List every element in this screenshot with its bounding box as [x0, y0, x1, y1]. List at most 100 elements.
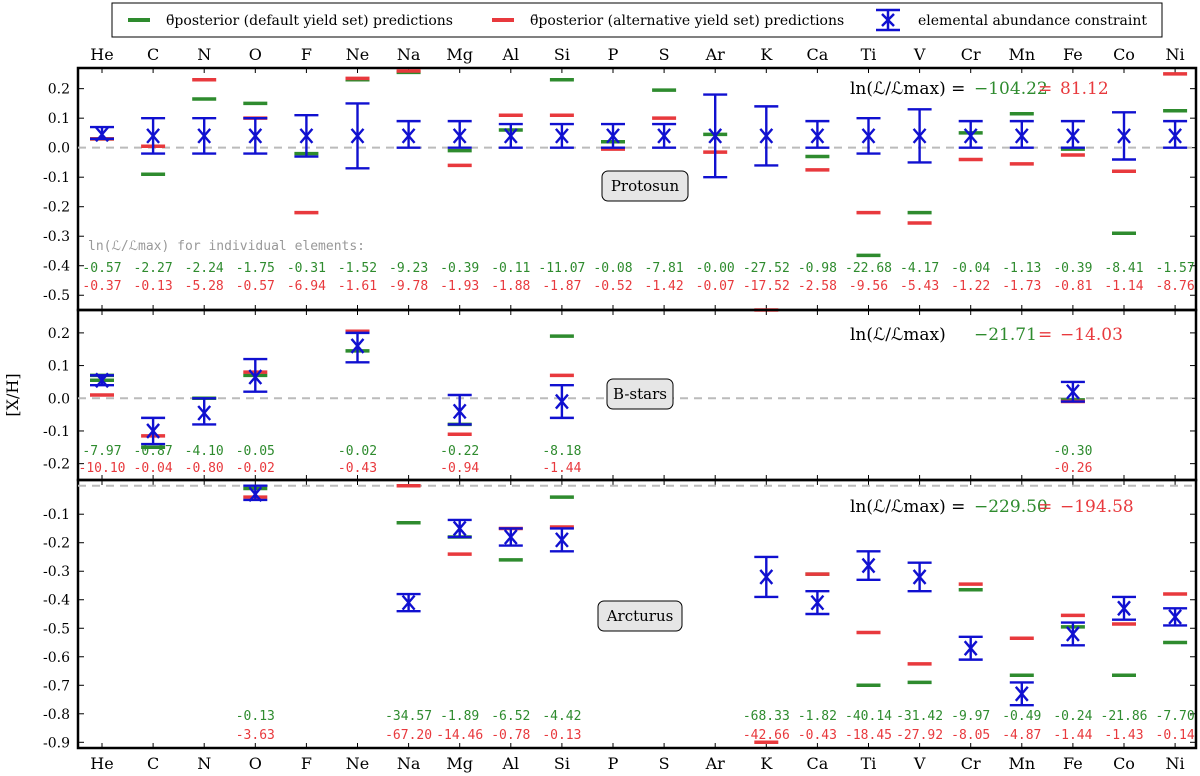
- element-label-top-Mn: Mn: [1008, 45, 1035, 64]
- lnL-default-S: -7.81: [645, 261, 684, 276]
- constraint-marker: [452, 520, 467, 537]
- legend-default-label: θ̄posterior (default yield set) predicti…: [166, 13, 453, 29]
- constraint-marker: [606, 128, 620, 144]
- lnL-alternative-Mg: -1.93: [440, 279, 479, 294]
- lnL-default-Si: -11.07: [538, 261, 585, 276]
- element-label-bottom-V: V: [913, 754, 926, 773]
- panel-arcturus: -0.9 -0.8 -0.7 -0.6 -0.5 -0.4 -0.3 -0.2 -0.1 -0.1…: [43, 478, 1198, 751]
- lnL-default-Na: -9.23: [389, 261, 428, 276]
- lnL-alternative-Si: -1.87: [542, 279, 581, 294]
- lnL-alternative-Fe: -0.81: [1053, 279, 1092, 294]
- constraint-Mg: [447, 393, 472, 426]
- element-label-top-Ti: Ti: [861, 45, 877, 64]
- constraint-Ni: [1163, 607, 1188, 627]
- constraint-marker: [708, 128, 723, 144]
- constraint-Fe: [1060, 621, 1085, 647]
- lnL-alternative-Mn: -4.87: [1002, 728, 1041, 743]
- constraint-marker: [248, 369, 263, 385]
- element-label-top-Ca: Ca: [807, 45, 829, 64]
- y-tick-label: -0.8: [43, 707, 70, 723]
- lnL-default-Ni: -1.57: [1156, 261, 1195, 276]
- panel-title-box: [601, 170, 689, 202]
- constraint-O: [243, 484, 268, 503]
- constraint-Fe: [1060, 380, 1085, 403]
- total-lnL-sep: =: [1038, 497, 1052, 517]
- lnL-default-Ne: -0.02: [338, 444, 377, 459]
- lnL-alternative-Mg: -14.46: [436, 728, 483, 743]
- lnL-alternative-Ti: -9.56: [849, 279, 888, 294]
- lnL-default-Si: -8.18: [542, 444, 581, 459]
- lnL-default-C: -0.87: [134, 444, 173, 459]
- element-label-top-Mg: Mg: [446, 45, 473, 64]
- y-tick-label: -0.6: [43, 650, 70, 666]
- panel-title-box: [597, 600, 683, 632]
- lnL-default-Mg: -0.39: [440, 261, 479, 276]
- constraint-Cr: [958, 635, 983, 661]
- total-lnL-default: −229.50: [974, 497, 1048, 517]
- element-label-top-Si: Si: [554, 45, 570, 64]
- element-label-top-V: V: [913, 45, 926, 64]
- element-label-bottom-Si: Si: [554, 754, 570, 773]
- y-tick-label: -0.2: [43, 200, 70, 216]
- element-label-top-Ar: Ar: [705, 45, 726, 64]
- element-label-top-Fe: Fe: [1063, 45, 1083, 64]
- total-lnL-sep: =: [1038, 325, 1052, 345]
- lnL-default-Ar: -0.00: [696, 261, 735, 276]
- constraint-marker: [657, 128, 672, 144]
- constraint-Cr: [958, 119, 983, 149]
- constraint-Co: [1112, 595, 1136, 621]
- total-lnL-alternative: 81.12: [1060, 79, 1109, 99]
- constraint-marker: [963, 640, 978, 656]
- element-label-bottom-C: C: [147, 754, 159, 773]
- constraint-marker: [759, 569, 774, 585]
- lnL-alternative-Co: -1.14: [1104, 279, 1143, 294]
- constraint-V: [907, 561, 932, 593]
- lnL-default-Mn: -0.49: [1002, 709, 1041, 724]
- y-tick-label: -0.5: [43, 288, 70, 304]
- constraint-Mg: [447, 119, 472, 149]
- element-label-top-Na: Na: [397, 45, 421, 64]
- constraint-He: [90, 372, 114, 389]
- constraint-Si: [549, 122, 574, 149]
- element-label-top-C: C: [147, 45, 159, 64]
- lnL-alternative-K: -17.52: [743, 279, 790, 294]
- element-label-top-Co: Co: [1113, 45, 1135, 64]
- constraint-Si: [549, 527, 574, 553]
- lnL-default-Al: -0.11: [491, 261, 530, 276]
- constraint-O: [243, 116, 268, 155]
- constraint-Ti: [856, 116, 881, 155]
- panel-frame: [76, 478, 1198, 750]
- constraint-Mg: [447, 518, 472, 539]
- lnL-alternative-Ar: -0.07: [696, 279, 735, 294]
- element-label-bottom-Fe: Fe: [1063, 754, 1083, 773]
- lnL-alternative-Si: -1.44: [542, 461, 581, 476]
- constraint-marker: [1168, 609, 1183, 625]
- lnL-default-He: -7.97: [82, 444, 121, 459]
- constraint-marker: [810, 594, 825, 611]
- lnL-default-Mg: -0.22: [440, 444, 479, 459]
- lnL-default-K: -27.52: [743, 261, 790, 276]
- total-lnL-default: −104.22: [974, 79, 1048, 99]
- lnL-default-Fe: -0.24: [1053, 709, 1092, 724]
- y-tick-label: 0.1: [48, 111, 70, 127]
- element-label-top-Ne: Ne: [346, 45, 369, 64]
- lnL-default-Mg: -1.89: [440, 709, 479, 724]
- lnL-default-O: -0.05: [236, 444, 275, 459]
- lnL-default-Cr: -9.97: [951, 709, 990, 724]
- lnL-alternative-N: -5.28: [185, 279, 224, 294]
- element-label-bottom-He: He: [90, 754, 113, 773]
- lnL-alternative-Cr: -1.22: [951, 279, 990, 294]
- constraint-marker: [197, 405, 212, 421]
- constraint-Fe: [1060, 119, 1085, 149]
- y-tick-label: -0.1: [43, 170, 70, 186]
- element-label-top-Ni: Ni: [1166, 45, 1185, 64]
- constraint-marker: [912, 128, 927, 144]
- y-axis-label: [X/H]: [3, 373, 22, 416]
- lnL-default-Ti: -22.68: [845, 261, 892, 276]
- lnL-alternative-C: -0.13: [134, 279, 173, 294]
- lnL-alternative-Al: -1.88: [491, 279, 530, 294]
- lnL-default-N: -2.24: [185, 261, 224, 276]
- panel-title: B-stars: [613, 385, 667, 403]
- constraint-V: [907, 108, 932, 164]
- lnL-default-C: -2.27: [134, 261, 173, 276]
